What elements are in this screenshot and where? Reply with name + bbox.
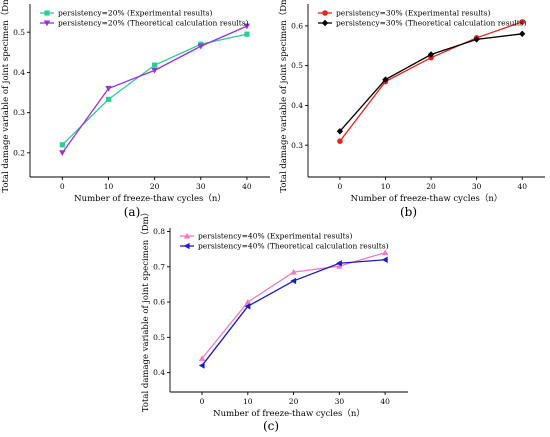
x-tick-label: 40 bbox=[242, 182, 252, 191]
panel-label: (a) bbox=[124, 205, 141, 219]
y-tick-label: 0.5 bbox=[13, 28, 25, 37]
series-2 bbox=[198, 256, 388, 369]
series-line bbox=[201, 259, 386, 366]
data-point bbox=[427, 51, 435, 58]
legend-label: persistency=20% (Experimental results) bbox=[58, 9, 212, 18]
x-axis-title: Number of freeze-thaw cycles（n） bbox=[213, 408, 365, 419]
y-tick-label: 0.7 bbox=[153, 262, 165, 271]
y-tick-label: 0.6 bbox=[153, 298, 165, 307]
y-axis-title: Total damage variable of joint specimen（… bbox=[0, 0, 11, 193]
legend: persistency=30% (Experimental results)pe… bbox=[318, 9, 527, 28]
y-tick-label: 0.6 bbox=[291, 21, 303, 30]
data-point bbox=[197, 43, 204, 50]
data-point bbox=[59, 142, 65, 148]
data-point bbox=[382, 76, 389, 83]
x-tick-label: 10 bbox=[104, 182, 114, 191]
x-tick-label: 0 bbox=[200, 397, 205, 406]
x-axis-title: Number of freeze-thaw cycles（n） bbox=[351, 193, 503, 204]
data-point bbox=[290, 277, 297, 285]
data-point bbox=[290, 268, 297, 275]
y-tick-label: 0.3 bbox=[291, 141, 303, 150]
y-tick-label: 0.2 bbox=[13, 148, 25, 157]
panel-label: (b) bbox=[400, 205, 417, 219]
series-line bbox=[61, 33, 248, 146]
series-2 bbox=[336, 30, 526, 135]
data-point bbox=[381, 256, 388, 263]
x-tick-label: 30 bbox=[472, 182, 482, 191]
data-point bbox=[198, 362, 205, 369]
y-tick-label: 0.5 bbox=[153, 333, 165, 342]
legend-marker bbox=[322, 10, 328, 16]
data-point bbox=[152, 62, 158, 68]
panel-label: (c) bbox=[263, 419, 279, 433]
y-tick-label: 0.8 bbox=[153, 227, 165, 236]
legend-label: persistency=30% (Theoretical calculation… bbox=[336, 19, 527, 28]
legend-marker bbox=[183, 242, 190, 250]
legend-marker bbox=[321, 19, 329, 27]
series-1 bbox=[59, 31, 250, 148]
data-point bbox=[519, 19, 526, 25]
series-2 bbox=[59, 23, 251, 157]
legend: persistency=20% (Experimental results)pe… bbox=[40, 9, 249, 28]
legend-label: persistency=40% (Experimental results) bbox=[198, 232, 352, 241]
x-tick-label: 10 bbox=[243, 397, 253, 406]
data-point bbox=[198, 355, 206, 362]
chart-panel-2: 0 10 20 30 40 0.3 0.4 0.5 0.6 Number of freeze-th… bbox=[278, 0, 545, 219]
data-point bbox=[336, 128, 344, 135]
x-tick-label: 30 bbox=[196, 182, 206, 191]
x-tick-label: 30 bbox=[335, 397, 345, 406]
data-point bbox=[59, 150, 66, 157]
x-tick-label: 0 bbox=[338, 182, 343, 191]
y-tick-label: 0.4 bbox=[13, 68, 25, 77]
x-tick-label: 10 bbox=[381, 182, 391, 191]
data-point bbox=[244, 298, 252, 305]
data-point bbox=[243, 23, 251, 30]
legend-marker bbox=[43, 20, 51, 27]
x-tick-label: 0 bbox=[60, 182, 65, 191]
series-line bbox=[339, 33, 523, 132]
y-axis-title: Total damage variable of joint specimen（… bbox=[140, 208, 151, 412]
x-tick-label: 40 bbox=[380, 397, 390, 406]
series-line bbox=[201, 252, 386, 359]
data-point bbox=[244, 303, 251, 310]
y-tick-label: 0.4 bbox=[153, 368, 165, 377]
data-point bbox=[337, 138, 343, 145]
legend-label: persistency=20% (Theoretical calculation… bbox=[58, 19, 249, 28]
x-tick-label: 20 bbox=[426, 182, 436, 191]
legend-marker bbox=[44, 10, 50, 16]
x-axis-title: Number of freeze-thaw cycles（n） bbox=[74, 193, 226, 204]
series-line bbox=[339, 21, 523, 142]
data-point bbox=[336, 260, 342, 267]
y-tick-label: 0.4 bbox=[291, 101, 303, 110]
x-tick-label: 40 bbox=[517, 182, 527, 191]
series-line bbox=[61, 25, 248, 154]
x-tick-label: 20 bbox=[150, 182, 160, 191]
y-axis-title: Total damage variable of joint specimen（… bbox=[278, 0, 289, 193]
series-1 bbox=[198, 249, 389, 362]
data-point bbox=[105, 96, 112, 102]
series-1 bbox=[337, 19, 526, 145]
data-point bbox=[336, 262, 343, 269]
legend: persistency=40% (Experimental results)pe… bbox=[180, 232, 389, 251]
data-point bbox=[244, 31, 250, 37]
x-tick-label: 20 bbox=[289, 397, 299, 406]
data-point bbox=[381, 249, 389, 256]
chart-panel-1: 0 10 20 30 40 0.2 0.3 0.4 0.5 Number of freeze-th… bbox=[0, 0, 270, 219]
data-point bbox=[473, 36, 480, 43]
y-tick-label: 0.5 bbox=[291, 61, 303, 70]
y-tick-label: 0.3 bbox=[13, 108, 25, 117]
data-point bbox=[105, 85, 112, 92]
legend-label: persistency=40% (Theoretical calculation… bbox=[198, 242, 389, 251]
legend-marker bbox=[183, 232, 191, 239]
data-point bbox=[519, 30, 526, 38]
legend-label: persistency=30% (Experimental results) bbox=[336, 9, 490, 18]
data-point bbox=[151, 67, 158, 74]
chart-panel-3: 0 10 20 30 40 0.4 0.5 0.6 0.7 0.8 Number of freeze… bbox=[140, 208, 408, 433]
